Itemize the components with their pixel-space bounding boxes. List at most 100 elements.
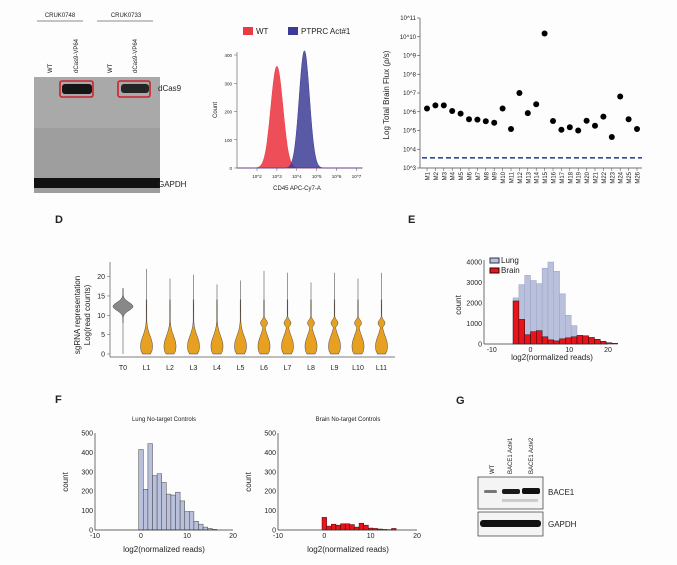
histogram-bar [530, 331, 537, 345]
histogram-bar [570, 336, 578, 345]
histogram-bar [547, 261, 554, 345]
histogram-bar [358, 522, 364, 531]
x-tick-label: M9 [493, 171, 499, 180]
x-tick-label: M25 [627, 171, 633, 183]
y-tick-label: 10^10 [400, 35, 417, 41]
x-tick-label: M11 [510, 171, 516, 183]
histogram-bar [340, 523, 346, 531]
x-tick-label: 10 [183, 533, 191, 540]
histogram-bar [198, 523, 204, 531]
panel-letter-f: F [55, 394, 62, 406]
bace1-faint-band [502, 499, 538, 502]
histogram-bar [565, 337, 572, 345]
y-tick-label: 10 [97, 313, 105, 320]
x-tick-label: M15 [543, 171, 549, 183]
y-tick-label: 10^3 [403, 166, 416, 172]
violin-L10 [351, 299, 365, 355]
data-point [617, 93, 624, 100]
y-tick-label: 2000 [466, 301, 482, 308]
x-tick-label: 10^6 [332, 174, 342, 179]
legend-swatch-brain [489, 267, 500, 274]
violin-L3 [187, 299, 200, 355]
x-tick-label: L4 [213, 365, 221, 372]
highlight-box [117, 80, 151, 98]
y-axis-label: count [61, 471, 70, 491]
y-tick-label: 10^8 [403, 72, 416, 78]
histogram-bar [349, 524, 355, 531]
histogram-bar [184, 511, 190, 531]
histogram-bar [326, 525, 332, 531]
x-tick-label: M7 [476, 171, 482, 180]
histogram-bar [175, 491, 181, 531]
x-axis-label: CD45 APC-Cy7-A [273, 186, 321, 192]
y-tick-label: 200 [81, 489, 93, 496]
x-tick-label: 10^3 [272, 174, 282, 179]
histogram-bar [518, 319, 525, 345]
x-tick-label: 10^5 [312, 174, 322, 179]
x-tick-label: M23 [610, 171, 616, 183]
data-point [432, 102, 439, 109]
x-tick-label: 10^2 [252, 174, 262, 179]
histogram-bar [170, 494, 176, 531]
panel-b-flow-histogram: WT PTPRC Act#1 Count CD45 APC-Cy7-A 0 100… [213, 27, 363, 192]
y-tick-label: 0 [272, 528, 276, 535]
chart-title: Brain No-target Controls [316, 417, 381, 423]
data-point [449, 107, 456, 114]
x-tick-label: -10 [273, 533, 283, 540]
data-point [491, 119, 498, 126]
histogram-bar [189, 511, 195, 531]
band-label-gapdh: GAPDH [158, 180, 187, 189]
violin-L4 [210, 299, 224, 355]
lane-label: BACE1 Act#2 [529, 437, 535, 474]
panel-letter-e: E [408, 214, 415, 226]
x-tick-label: M2 [434, 171, 440, 180]
histogram-bar [161, 482, 167, 531]
y-tick-label: 200 [224, 110, 232, 115]
histogram-bar [541, 267, 549, 345]
data-point [482, 118, 489, 125]
x-axis-label: log2(normalized reads) [123, 545, 205, 554]
dcas9-band [62, 84, 92, 94]
x-tick-label: M4 [451, 171, 457, 180]
histogram-bar [138, 449, 144, 531]
x-tick-label: L8 [307, 365, 315, 372]
data-point [499, 105, 506, 112]
data-point [508, 126, 514, 133]
data-point [566, 124, 573, 131]
x-tick-label: 20 [229, 533, 237, 540]
y-axis-label: Log(read counts) [83, 284, 92, 345]
y-tick-label: 10^9 [403, 54, 416, 60]
band-label-gapdh: GAPDH [548, 520, 577, 529]
data-point [457, 110, 464, 117]
x-tick-label: M14 [535, 171, 541, 183]
data-point [533, 101, 540, 108]
histogram-bar [335, 524, 341, 531]
panel-g-blot: G WT BACE1 Act#1 BACE1 Act#2 BACE1 GAPDH [456, 395, 577, 537]
histogram-bar [166, 493, 172, 531]
y-axis-label: count [244, 471, 253, 491]
violin-L2 [163, 299, 177, 355]
x-tick-label: M19 [577, 171, 583, 183]
violin-L1 [140, 299, 153, 355]
histogram-bar [202, 526, 208, 531]
panel-c-scatter: Log Total Brain Flux (ρ/s) 10^3 10^4 10^5 1… [382, 16, 642, 184]
x-tick-label: -10 [90, 533, 100, 540]
y-tick-label: 4000 [466, 260, 482, 267]
histogram-bar [576, 335, 584, 345]
panel-letter-g: G [456, 395, 465, 407]
x-tick-label: L9 [331, 365, 339, 372]
y-tick-label: 1000 [466, 321, 482, 328]
x-tick-label: L1 [143, 365, 151, 372]
chart-title: Lung No-target Controls [132, 417, 196, 423]
x-tick-label: L11 [376, 365, 387, 372]
legend-label-wt: WT [256, 27, 269, 36]
lane-label: WT [108, 63, 114, 73]
violin-L6 [257, 299, 271, 355]
data-point [524, 110, 531, 117]
x-tick-label: L2 [166, 365, 174, 372]
panel-a-blot: CRUK0748 CRUK0733 WT dCas9-VP64 WT dCas9… [34, 13, 187, 193]
histogram-bar [536, 330, 543, 345]
x-axis-label: log2(normalized reads) [511, 353, 593, 362]
y-tick-label: 0 [229, 166, 232, 171]
